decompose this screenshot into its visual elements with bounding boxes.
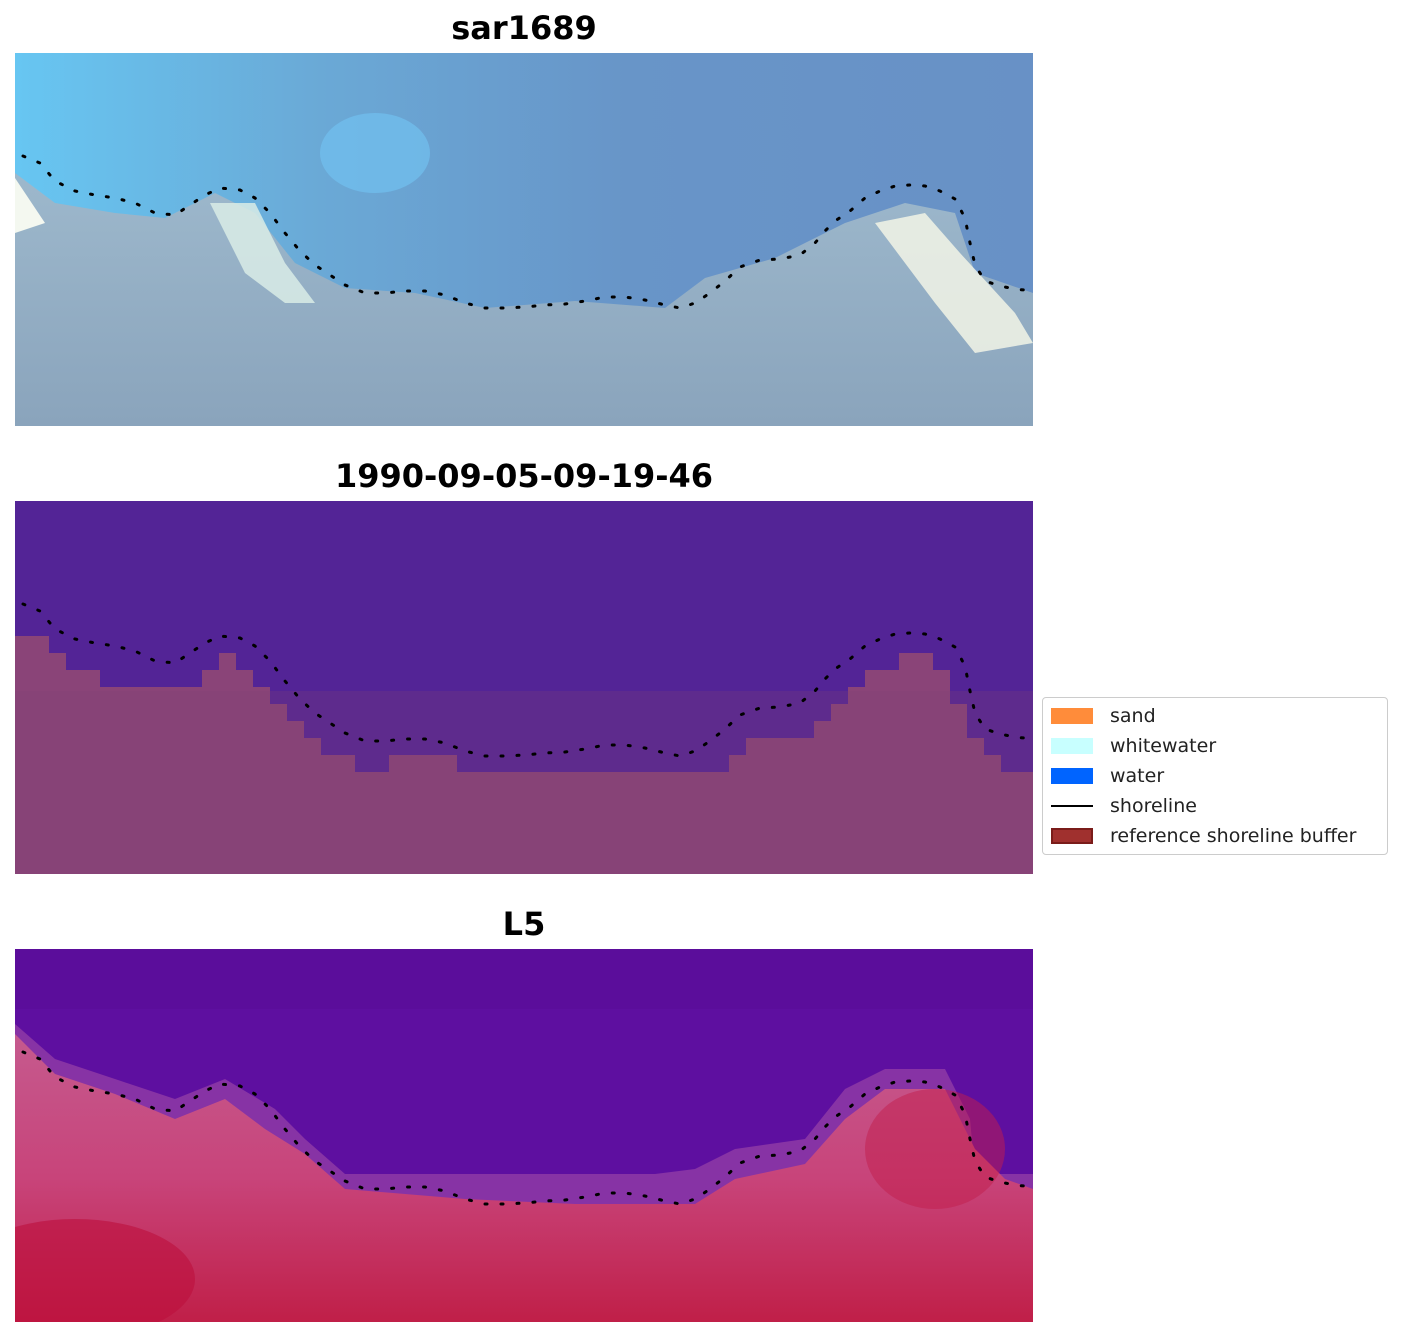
legend-item-whitewater: whitewater — [1051, 734, 1216, 758]
shoreline-swatch — [1051, 805, 1093, 807]
legend-label: sand — [1110, 705, 1156, 727]
sand-swatch — [1051, 708, 1093, 724]
satellite-rgb-image — [15, 53, 1033, 426]
legend-item-reference-buffer: reference shoreline buffer — [1051, 824, 1356, 848]
legend-label: whitewater — [1110, 735, 1217, 757]
legend-label: reference shoreline buffer — [1110, 825, 1357, 847]
whitewater-swatch — [1051, 738, 1093, 754]
legend: sand whitewater water shoreline referenc… — [1042, 697, 1388, 855]
legend-item-shoreline: shoreline — [1051, 794, 1197, 818]
panel-title-3: L5 — [502, 905, 546, 943]
classified-image — [15, 501, 1033, 874]
legend-label: water — [1110, 765, 1165, 787]
panel-title-2: 1990-09-05-09-19-46 — [334, 457, 714, 495]
water-swatch — [1051, 768, 1093, 784]
panel-title-1: sar1689 — [451, 9, 597, 47]
legend-label: shoreline — [1110, 795, 1197, 817]
legend-item-sand: sand — [1051, 704, 1156, 728]
reference-buffer-swatch — [1051, 828, 1093, 844]
index-image — [15, 949, 1033, 1322]
legend-item-water: water — [1051, 764, 1164, 788]
